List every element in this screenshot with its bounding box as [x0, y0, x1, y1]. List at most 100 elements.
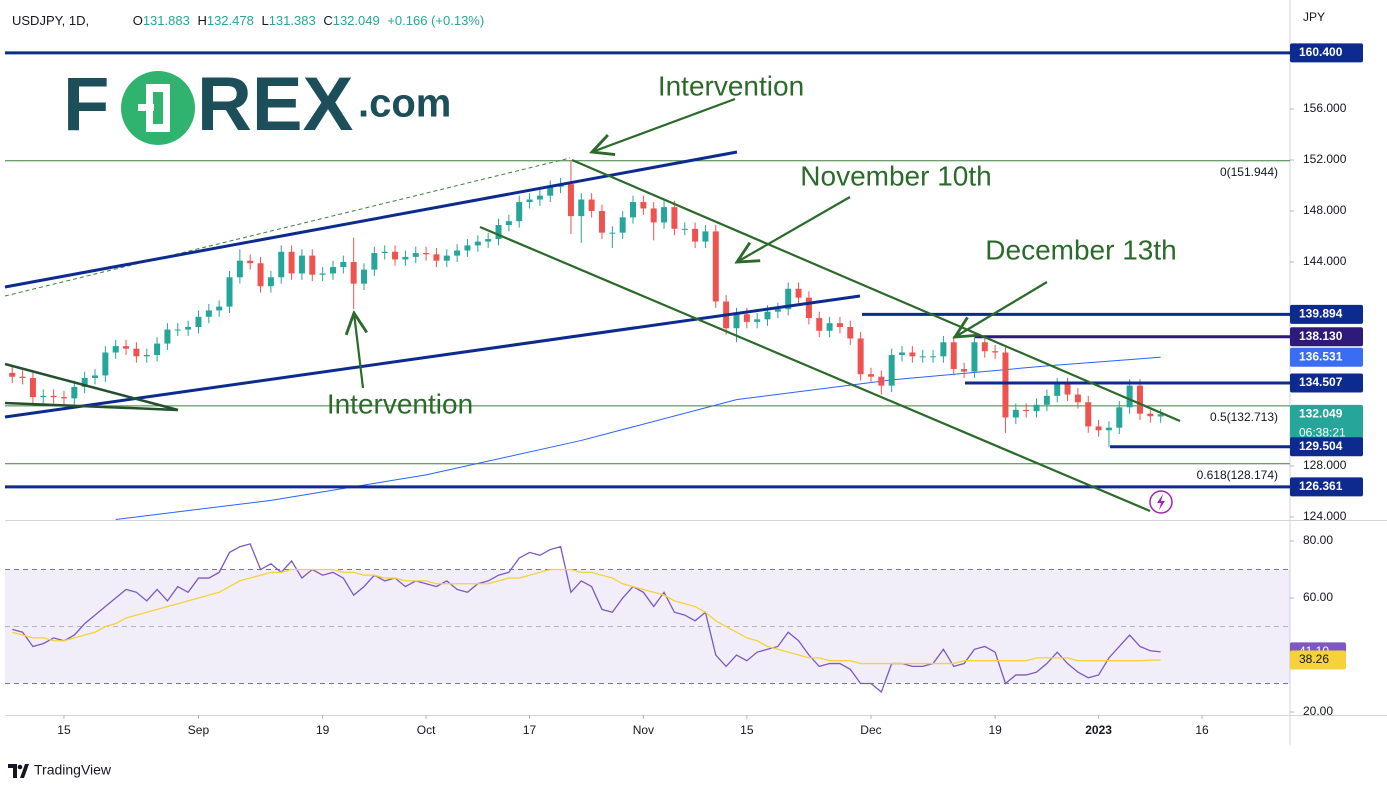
candle-body [1085, 402, 1092, 427]
candle-body [692, 228, 699, 242]
candle-body [350, 261, 357, 284]
x-tick-label: 2023 [1085, 723, 1112, 737]
channel-lower [4, 294, 861, 419]
candle-body [640, 202, 647, 209]
candle-body [340, 261, 347, 268]
currency: JPY [1303, 10, 1325, 24]
candle-body [774, 309, 781, 312]
price-label-bg [1290, 304, 1363, 324]
indicator-line [12, 543, 1161, 694]
candle-body [195, 316, 202, 327]
ohlc-key: C [323, 13, 332, 28]
candle-body [443, 255, 450, 261]
candle-body [981, 342, 988, 352]
candle-body [712, 231, 719, 302]
candle-body [433, 254, 440, 261]
ohlc-key: H [197, 13, 206, 28]
candle-body [257, 263, 264, 287]
y-tick-label: 152.000 [1303, 152, 1347, 166]
candle-body [1054, 384, 1061, 396]
x-tick-label: 15 [57, 723, 71, 737]
price-label-bg [1290, 373, 1363, 393]
footer-text: TradingView [34, 762, 112, 778]
candle-body [412, 253, 419, 257]
candle-body [1064, 384, 1071, 395]
candle-body [185, 326, 192, 330]
candle-body [619, 217, 626, 233]
candle-body [950, 342, 957, 370]
candle-body [29, 377, 36, 398]
candle-body [795, 288, 802, 298]
candle-body [1157, 414, 1164, 417]
y-tick-label: 20.00 [1303, 704, 1333, 718]
candle-body [1012, 409, 1019, 418]
candle-body [805, 297, 812, 319]
y-tick-label: 60.00 [1303, 590, 1333, 604]
ohlc-value: 132.478 [207, 13, 254, 28]
indicator-label: 38.26 [1299, 652, 1329, 666]
price-label: 160.400 [1299, 45, 1343, 59]
candle-body [836, 323, 843, 327]
candle-body [205, 310, 212, 317]
y-tick-label: 124.000 [1303, 509, 1347, 523]
candle-body [816, 318, 823, 331]
price-label: 126.361 [1299, 479, 1343, 493]
legend-header: USDJPY, 1D, O131.883 H132.478 L131.383 C… [12, 13, 484, 28]
candle-body [826, 323, 833, 331]
candle-body [919, 356, 926, 358]
candle-body [1105, 427, 1112, 431]
price-label-bg [1290, 327, 1363, 347]
candle-body [630, 202, 637, 218]
candle-body [702, 231, 709, 242]
candle-body [402, 256, 409, 260]
arrow [592, 97, 736, 152]
candle-body [1002, 352, 1009, 418]
rsi-pane [5, 543, 1290, 694]
candle-body [288, 251, 295, 274]
candle-body [123, 346, 130, 349]
candle-body [267, 277, 274, 287]
axes: 124.000 128.000 144.000 148.000 152.000 156.0… [57, 101, 1346, 737]
y-tick-label: 80.00 [1303, 533, 1333, 547]
candle-body [381, 251, 388, 254]
candle-body [1136, 385, 1143, 414]
ohlc-key: O [133, 13, 143, 28]
x-tick-label: Dec [860, 723, 881, 737]
down-channel-upper [571, 158, 1181, 423]
fib-label: 0.5(132.713) [1210, 410, 1278, 424]
candle-body [516, 202, 523, 222]
countdown: 06:38:21 [1299, 426, 1346, 440]
candle-body [102, 352, 109, 376]
candle-body [50, 395, 57, 398]
price-label: 132.049 [1299, 407, 1343, 421]
candle-body [319, 273, 326, 275]
candle-body [40, 395, 47, 398]
candle-body [361, 269, 368, 284]
candle-body [733, 314, 740, 329]
price-label: 136.531 [1299, 349, 1343, 363]
wedge-lower [4, 401, 179, 412]
fib-label: 0.618(128.174) [1197, 468, 1278, 482]
x-tick-label: Sep [188, 723, 210, 737]
candle-body [81, 377, 88, 387]
candle-body [588, 199, 595, 211]
annotation: Intervention [658, 70, 804, 101]
arrow [955, 281, 1048, 337]
price-label: 138.130 [1299, 329, 1343, 343]
candle-body [71, 386, 78, 399]
candle-body [329, 267, 336, 274]
candle-body [888, 355, 895, 386]
fib-trend-line [4, 157, 571, 297]
price-label: 129.504 [1299, 439, 1343, 453]
moving-average [115, 356, 1161, 520]
candle-body [485, 239, 492, 242]
candle-body [92, 375, 99, 378]
candle-body [857, 338, 864, 375]
arrow [737, 196, 851, 262]
y-tick-label: 128.000 [1303, 458, 1347, 472]
candle-body [423, 253, 430, 255]
indicator-line [12, 568, 1161, 665]
candle-body [567, 184, 574, 217]
brand-coin [121, 71, 195, 145]
